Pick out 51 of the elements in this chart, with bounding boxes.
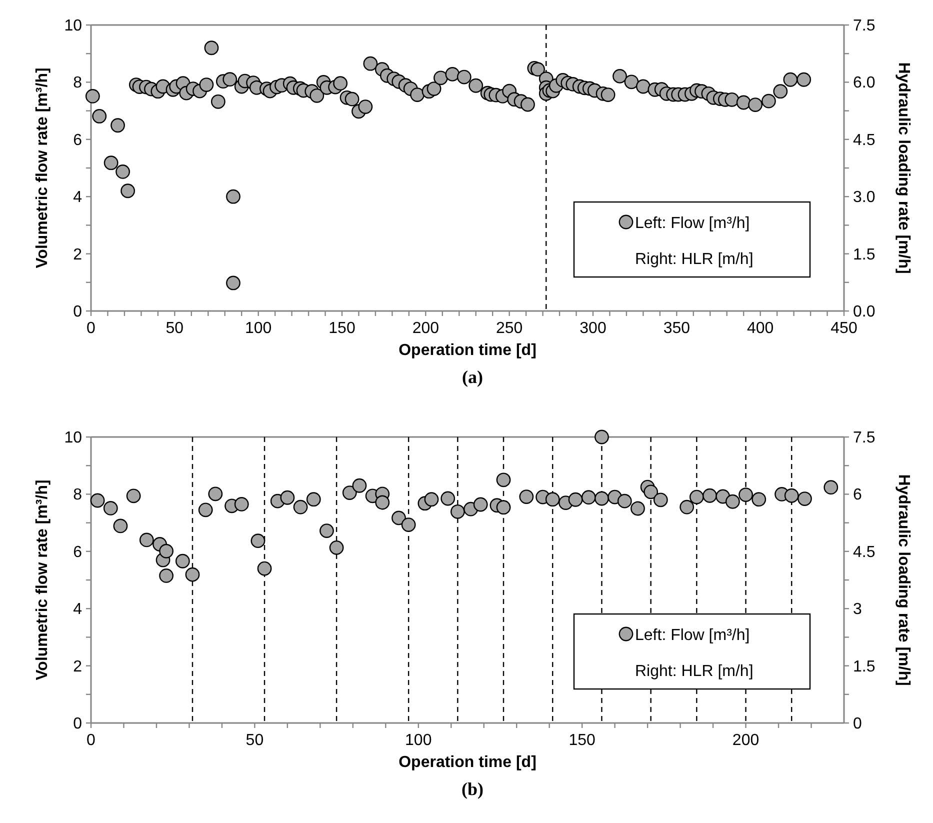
x-tick-label: 100 bbox=[405, 732, 432, 749]
text: (b) bbox=[462, 779, 484, 799]
x-axis-title: Operation time [d] bbox=[398, 342, 536, 359]
x-tick-label: 450 bbox=[830, 320, 858, 337]
y2-tick-label: 0.0 bbox=[853, 304, 876, 320]
x-axis-title: Operation time [d] bbox=[398, 754, 536, 771]
y-tick-label: 8 bbox=[73, 74, 82, 92]
y-tick-label: 10 bbox=[64, 18, 82, 34]
annotation: Right: HLR [m/h] bbox=[635, 663, 754, 680]
y-tick-label: 10 bbox=[64, 430, 82, 446]
annotation: Right: HLR [m/h] bbox=[635, 251, 754, 268]
y2-tick-label: 4.5 bbox=[853, 544, 876, 561]
y2-tick-label: 6.0 bbox=[853, 74, 876, 92]
y-tick-label: 8 bbox=[73, 486, 82, 504]
x-tick-label: 50 bbox=[166, 320, 184, 337]
y-tick-label: 6 bbox=[73, 544, 82, 561]
x-tick-label: 300 bbox=[580, 320, 606, 337]
y2-tick-label: 6 bbox=[853, 486, 862, 504]
x-tick-label: 200 bbox=[412, 320, 440, 337]
legend-label: Left: Flow [m³/h] bbox=[635, 627, 750, 644]
y2-tick-label: 7.5 bbox=[853, 430, 876, 446]
y2-tick-label: 1.5 bbox=[853, 246, 876, 264]
x-tick-label: 150 bbox=[328, 320, 356, 337]
y-tick-label: 6 bbox=[73, 132, 82, 149]
y2-tick-label: 7.5 bbox=[853, 18, 876, 34]
y2-tick-label: 3 bbox=[853, 601, 862, 618]
x-tick-label: 200 bbox=[732, 732, 760, 749]
x-tick-label: 400 bbox=[746, 320, 774, 337]
y-axis-title: Volumetric flow rate [m³/h] bbox=[34, 480, 51, 680]
y2-axis-title: Hydraulic loading rate [m/h] bbox=[895, 62, 912, 274]
y-tick-label: 0 bbox=[73, 304, 82, 320]
legend-label: Left: Flow [m³/h] bbox=[635, 215, 750, 232]
y-tick-label: 2 bbox=[73, 246, 82, 264]
y2-tick-label: 3.0 bbox=[853, 189, 876, 206]
y2-axis-title: Hydraulic loading rate [m/h] bbox=[895, 474, 912, 686]
y-tick-label: 4 bbox=[73, 189, 82, 206]
y-axis-title: Volumetric flow rate [m³/h] bbox=[34, 68, 51, 268]
y2-tick-label: 1.5 bbox=[853, 658, 876, 676]
x-tick-label: 150 bbox=[568, 732, 596, 749]
y-tick-label: 0 bbox=[73, 716, 82, 732]
y2-tick-label: 4.5 bbox=[853, 132, 876, 149]
x-tick-label: 350 bbox=[663, 320, 690, 337]
x-tick-label: 100 bbox=[244, 320, 272, 337]
y2-tick-label: 0 bbox=[853, 716, 862, 732]
x-tick-label: 50 bbox=[246, 732, 264, 749]
text: (a) bbox=[462, 367, 483, 387]
y-tick-label: 4 bbox=[73, 601, 82, 618]
x-tick-label: 0 bbox=[86, 732, 96, 749]
x-tick-label: 250 bbox=[496, 320, 523, 337]
x-tick-label: 0 bbox=[86, 320, 96, 337]
y-tick-label: 2 bbox=[73, 658, 82, 676]
